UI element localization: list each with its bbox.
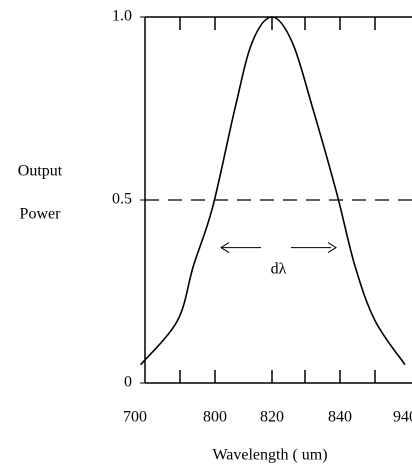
x-label: Wavelength ( um) xyxy=(212,447,327,464)
x-tick-label: 800 xyxy=(203,409,227,426)
x-tick-label: 700 xyxy=(123,409,147,426)
chart: Output Power Wavelength ( um) 0 0.5 1.0 700… xyxy=(0,0,412,470)
y-label: Power xyxy=(20,206,62,223)
y-tick-label: 0.5 xyxy=(112,191,132,208)
minor-ticks xyxy=(180,17,375,383)
y-tick-label: 1.0 xyxy=(112,8,132,25)
x-tick-label: 820 xyxy=(260,409,284,426)
x-tick-label: 840 xyxy=(328,409,352,426)
x-tick-label: 940 xyxy=(393,409,412,426)
y-label: Output xyxy=(18,163,63,180)
curve xyxy=(141,17,405,365)
annotation-label: dλ xyxy=(271,260,287,277)
y-tick-label: 0 xyxy=(124,374,132,391)
